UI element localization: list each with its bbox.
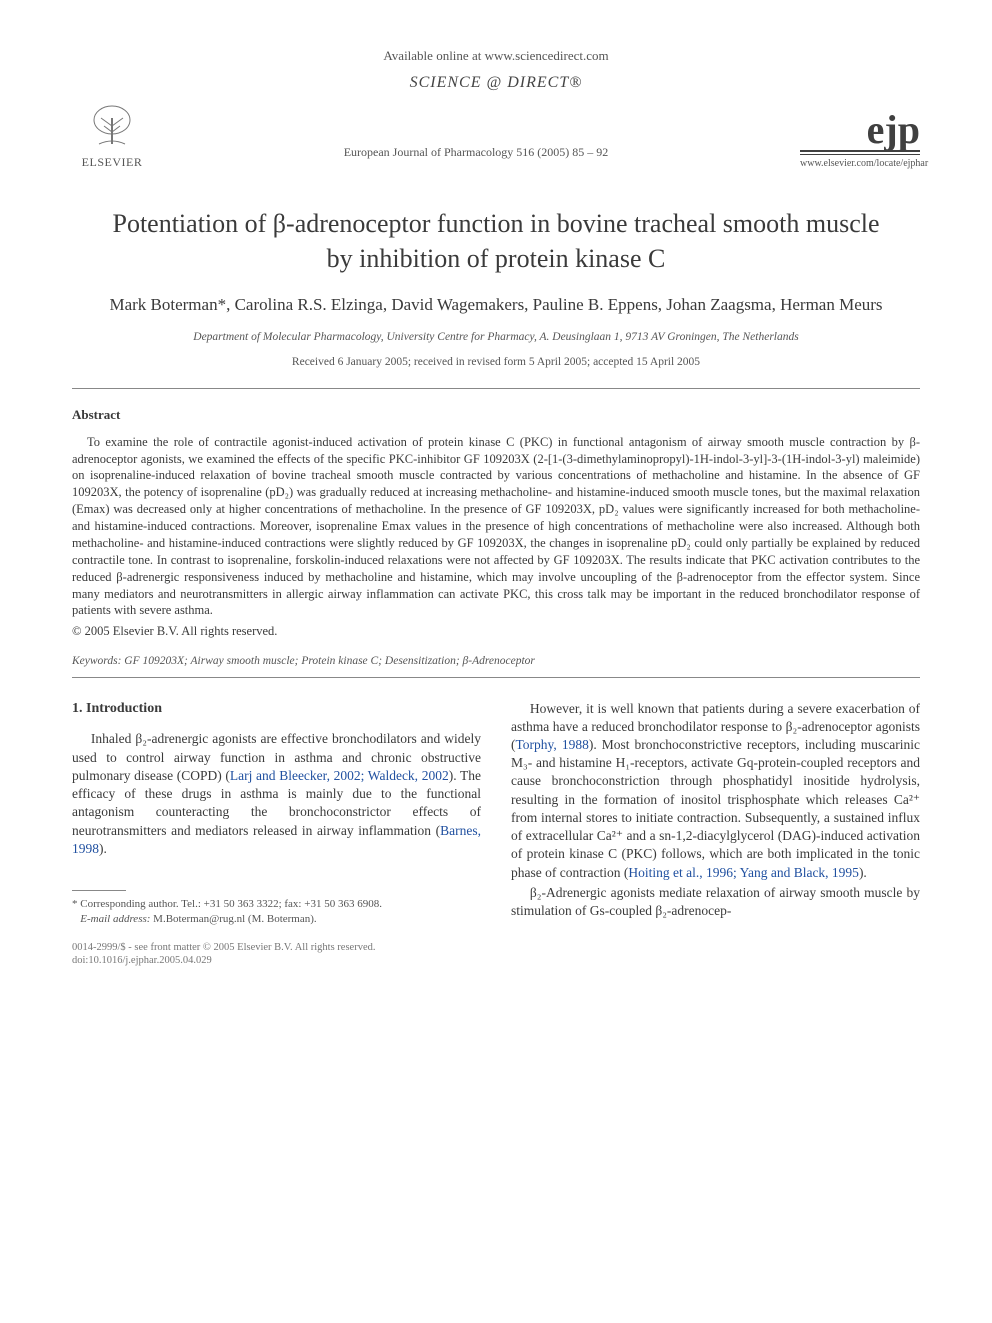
corresponding-author-footnote: * Corresponding author. Tel.: +31 50 363… xyxy=(72,897,481,927)
footnote-email-line: E-mail address: M.Boterman@rug.nl (M. Bo… xyxy=(72,912,481,927)
ejp-logo-text: ejp xyxy=(800,112,920,148)
available-online-text: Available online at www.sciencedirect.co… xyxy=(72,48,920,65)
footer-line1: 0014-2999/$ - see front matter © 2005 El… xyxy=(72,941,920,955)
abstract-copyright: © 2005 Elsevier B.V. All rights reserved… xyxy=(72,623,920,639)
ejp-url: www.elsevier.com/locate/ejphar xyxy=(800,157,920,170)
header-row: ELSEVIER European Journal of Pharmacolog… xyxy=(72,104,920,171)
citation-link-torphy[interactable]: Torphy, 1988 xyxy=(516,737,589,752)
column-right: However, it is well known that patients … xyxy=(511,700,920,927)
elsevier-tree-icon xyxy=(72,104,152,155)
abstract-body: To examine the role of contractile agoni… xyxy=(72,434,920,620)
elsevier-logo: ELSEVIER xyxy=(72,104,152,171)
elsevier-text: ELSEVIER xyxy=(72,155,152,171)
intro-para-1: Inhaled β₂-adrenergic agonists are effec… xyxy=(72,730,481,858)
intro-heading: 1. Introduction xyxy=(72,700,481,719)
divider-bottom xyxy=(72,677,920,678)
sciencedirect-logo: SCIENCE @ DIRECT® xyxy=(72,73,920,94)
divider-top xyxy=(72,388,920,389)
ejp-logo: ejp www.elsevier.com/locate/ejphar xyxy=(800,112,920,170)
footnote-email-label: E-mail address: xyxy=(80,913,150,925)
col2-para-1: However, it is well known that patients … xyxy=(511,700,920,882)
citation-link-larj[interactable]: Larj and Bleecker, 2002; Waldeck, 2002 xyxy=(230,768,449,783)
citation-link-hoiting[interactable]: Hoiting et al., 1996; Yang and Black, 19… xyxy=(628,865,859,880)
footer-doi: doi:10.1016/j.ejphar.2005.04.029 xyxy=(72,954,920,968)
intro-text-1c: ). xyxy=(99,841,107,856)
authors: Mark Boterman*, Carolina R.S. Elzinga, D… xyxy=(72,292,920,318)
abstract-text: To examine the role of contractile agoni… xyxy=(72,434,920,620)
sciencedirect-logo-text: SCIENCE @ DIRECT® xyxy=(410,74,583,91)
col2-para-2: β₂-Adrenergic agonists mediate relaxatio… xyxy=(511,884,920,920)
keywords-line: Keywords: GF 109203X; Airway smooth musc… xyxy=(72,654,920,669)
footnote-separator xyxy=(72,890,126,891)
abstract-heading: Abstract xyxy=(72,407,920,424)
affiliation: Department of Molecular Pharmacology, Un… xyxy=(72,330,920,345)
footnote-tel: * Corresponding author. Tel.: +31 50 363… xyxy=(72,897,481,912)
body-columns: 1. Introduction Inhaled β₂-adrenergic ag… xyxy=(72,700,920,927)
keywords-label: Keywords: xyxy=(72,655,121,667)
footer-copyright: 0014-2999/$ - see front matter © 2005 El… xyxy=(72,941,920,968)
column-left: 1. Introduction Inhaled β₂-adrenergic ag… xyxy=(72,700,481,927)
received-dates: Received 6 January 2005; received in rev… xyxy=(72,355,920,370)
footnote-email: M.Boterman@rug.nl (M. Boterman). xyxy=(150,913,316,925)
col2-text-1b: ). Most bronchoconstrictive receptors, i… xyxy=(511,737,920,880)
keywords-text: GF 109203X; Airway smooth muscle; Protei… xyxy=(121,655,535,667)
article-title: Potentiation of β-adrenoceptor function … xyxy=(112,206,880,276)
col2-text-1c: ). xyxy=(859,865,867,880)
ejp-logo-bar2 xyxy=(800,154,920,155)
journal-citation: European Journal of Pharmacology 516 (20… xyxy=(152,145,800,171)
